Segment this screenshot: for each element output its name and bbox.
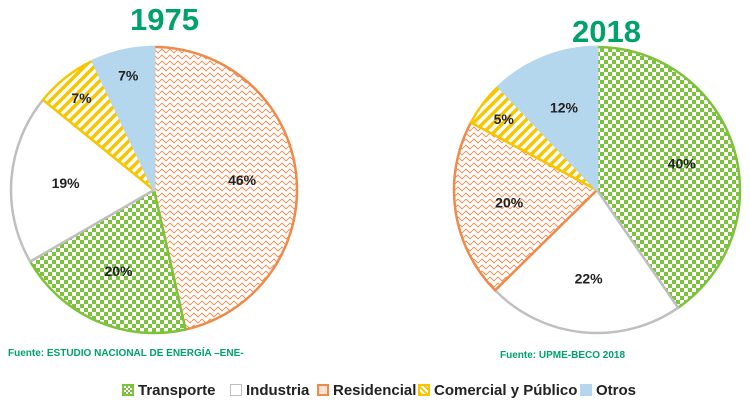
chart-title-1975: 1975 xyxy=(130,2,199,37)
legend-label-otros: Otros xyxy=(596,381,637,399)
data-label-2018-industria: 22% xyxy=(575,270,604,286)
pie-slice-1975-residencial xyxy=(152,45,299,331)
source-note-2018: Fuente: UPME-BECO 2018 xyxy=(500,350,626,361)
legend-swatch-comercial xyxy=(418,384,430,396)
pie-slice-1975-otros xyxy=(91,45,156,192)
legend-label-transporte: Transporte xyxy=(138,381,216,399)
chart-title-2018: 2018 xyxy=(572,14,641,49)
pie-chart-2018: 40% 22% 20% 5% 12% xyxy=(452,45,742,335)
legend-swatch-otros xyxy=(580,384,592,396)
data-label-1975-comercial: 7% xyxy=(71,90,92,106)
legend-label-residencial: Residencial xyxy=(333,381,417,399)
source-note-1975: Fuente: ESTUDIO NACIONAL DE ENERGÍA –ENE… xyxy=(8,348,244,359)
legend-label-industria: Industria xyxy=(246,381,310,399)
pie-slice-2018-residencial xyxy=(452,121,599,292)
data-label-1975-industria: 19% xyxy=(52,175,81,191)
data-label-2018-transporte: 40% xyxy=(668,156,697,172)
pie-slice-2018-transporte xyxy=(595,45,742,310)
data-label-1975-residencial: 46% xyxy=(228,172,257,188)
legend-item-otros: Otros xyxy=(580,378,636,402)
data-label-1975-otros: 7% xyxy=(118,68,139,84)
pie-slice-1975-industria xyxy=(9,98,156,263)
pie-slice-1975-transporte xyxy=(28,188,187,335)
legend-swatch-transporte xyxy=(122,384,134,396)
legend-item-residencial: Residencial xyxy=(317,378,416,402)
pie-slice-2018-industria xyxy=(493,188,680,335)
legend-item-industria: Industria xyxy=(230,378,309,402)
legend-swatch-industria xyxy=(230,384,242,396)
data-label-2018-comercial: 5% xyxy=(494,111,515,127)
data-label-1975-transporte: 20% xyxy=(104,263,133,279)
pie-chart-1975: 46% 20% 19% 7% 7% xyxy=(9,45,299,335)
legend: Transporte Industria Residencial Comerci… xyxy=(0,378,750,402)
legend-swatch-residencial xyxy=(317,384,329,396)
pie-slice-2018-otros xyxy=(497,45,599,192)
legend-label-comercial: Comercial y Público xyxy=(434,381,578,399)
legend-item-comercial: Comercial y Público xyxy=(418,378,577,402)
data-label-2018-residencial: 20% xyxy=(495,195,524,211)
data-label-2018-otros: 12% xyxy=(550,100,579,116)
legend-item-transporte: Transporte xyxy=(122,378,216,402)
